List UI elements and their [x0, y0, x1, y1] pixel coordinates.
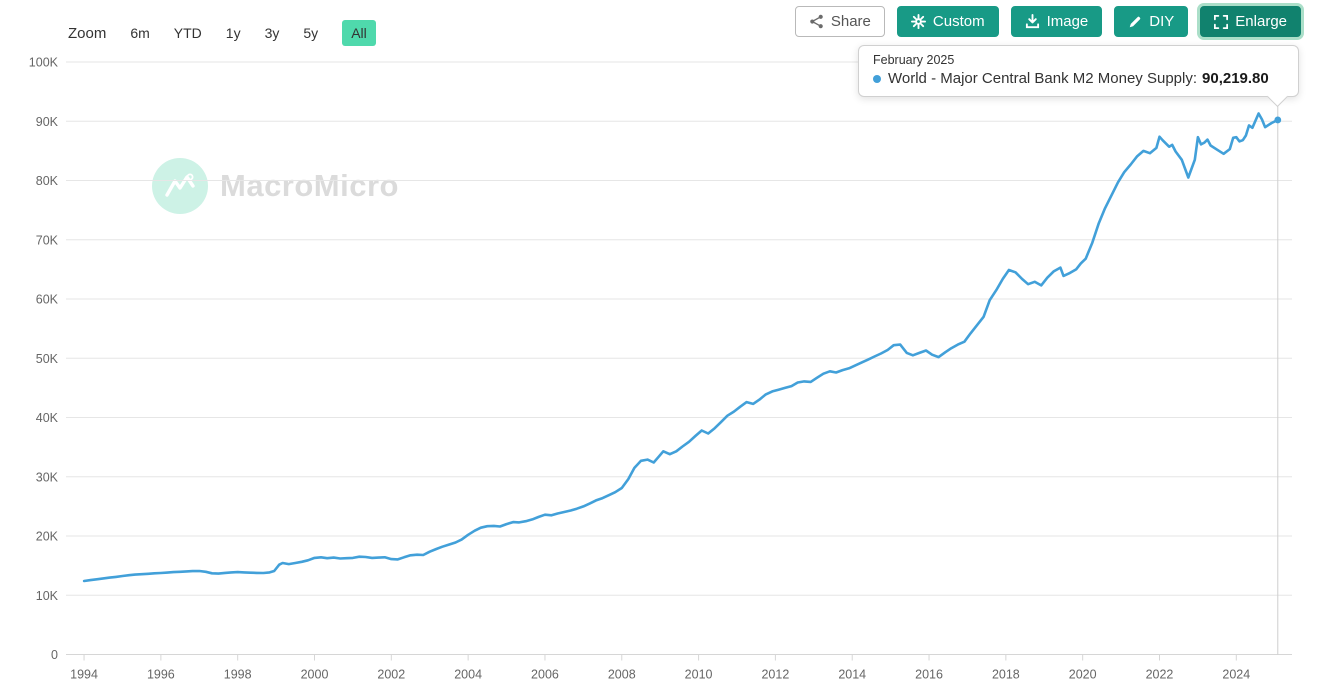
x-axis-label: 1996 — [147, 668, 175, 682]
custom-button-label: Custom — [932, 13, 985, 30]
zoom-range-bar: Zoom 6m YTD 1y 3y 5y All — [68, 18, 376, 48]
range-all[interactable]: All — [342, 20, 376, 46]
macromicro-watermark: MacroMicro — [152, 158, 399, 214]
x-axis-label: 2000 — [301, 668, 329, 682]
y-axis-label: 50K — [36, 352, 59, 366]
y-axis-label: 90K — [36, 115, 59, 129]
range-6m[interactable]: 6m — [130, 25, 150, 41]
x-axis-label: 1998 — [224, 668, 252, 682]
y-axis-label: 70K — [36, 233, 59, 247]
x-axis-label: 2022 — [1146, 668, 1174, 682]
series-line[interactable] — [82, 112, 1280, 583]
diy-button[interactable]: DIY — [1114, 6, 1189, 37]
tooltip-date: February 2025 — [873, 53, 955, 67]
x-axis-label: 2002 — [377, 668, 405, 682]
x-axis-label: 2024 — [1222, 668, 1250, 682]
enlarge-button-label: Enlarge — [1235, 13, 1287, 30]
y-axis-label: 100K — [29, 56, 59, 70]
y-axis-label: 0 — [51, 648, 58, 662]
y-axis-label: 30K — [36, 470, 59, 484]
range-5y[interactable]: 5y — [303, 25, 319, 41]
tooltip-value: 90,219.80 — [1202, 70, 1269, 87]
y-axis-label: 10K — [36, 589, 59, 603]
share-button[interactable]: Share — [794, 6, 885, 37]
enlarge-button[interactable]: Enlarge — [1200, 6, 1301, 37]
image-button-label: Image — [1046, 13, 1089, 30]
custom-button[interactable]: Custom — [896, 6, 999, 37]
x-axis-label: 2010 — [685, 668, 713, 682]
x-axis-label: 2008 — [608, 668, 636, 682]
gear-icon — [910, 14, 926, 29]
share-icon — [810, 14, 823, 29]
x-axis-label: 2014 — [838, 668, 866, 682]
x-axis-label: 1994 — [70, 668, 98, 682]
range-3y[interactable]: 3y — [264, 25, 280, 41]
x-axis-label: 2012 — [761, 668, 789, 682]
y-axis-label: 40K — [36, 411, 59, 425]
hover-point-marker — [1274, 116, 1282, 124]
x-axis-label: 2020 — [1069, 668, 1097, 682]
watermark-text: MacroMicro — [220, 168, 399, 203]
tooltip-series-row: World - Major Central Bank M2 Money Supp… — [873, 70, 1284, 87]
macromicro-logo-icon — [152, 158, 208, 214]
x-axis-label: 2016 — [915, 668, 943, 682]
expand-icon — [1214, 14, 1229, 29]
image-button[interactable]: Image — [1010, 6, 1103, 37]
download-icon — [1025, 14, 1039, 29]
pencil-icon — [1130, 16, 1141, 27]
range-ytd[interactable]: YTD — [173, 25, 202, 41]
zoom-label: Zoom — [68, 24, 107, 42]
diy-button-label: DIY — [1149, 13, 1175, 30]
range-1y[interactable]: 1y — [225, 25, 241, 41]
series-marker-dot — [873, 74, 881, 83]
chart-actions: Share Custom Image — [794, 6, 1301, 37]
y-axis-label: 80K — [36, 174, 59, 188]
y-axis-label: 60K — [36, 293, 59, 307]
y-axis-label: 20K — [36, 530, 59, 544]
chart-tooltip: February 2025 World - Major Central Bank… — [858, 45, 1299, 108]
x-axis-label: 2006 — [531, 668, 559, 682]
share-button-label: Share — [830, 13, 871, 30]
tooltip-series-label: World - Major Central Bank M2 Money Supp… — [888, 70, 1198, 87]
x-axis-label: 2018 — [992, 668, 1020, 682]
x-axis-label: 2004 — [454, 668, 482, 682]
